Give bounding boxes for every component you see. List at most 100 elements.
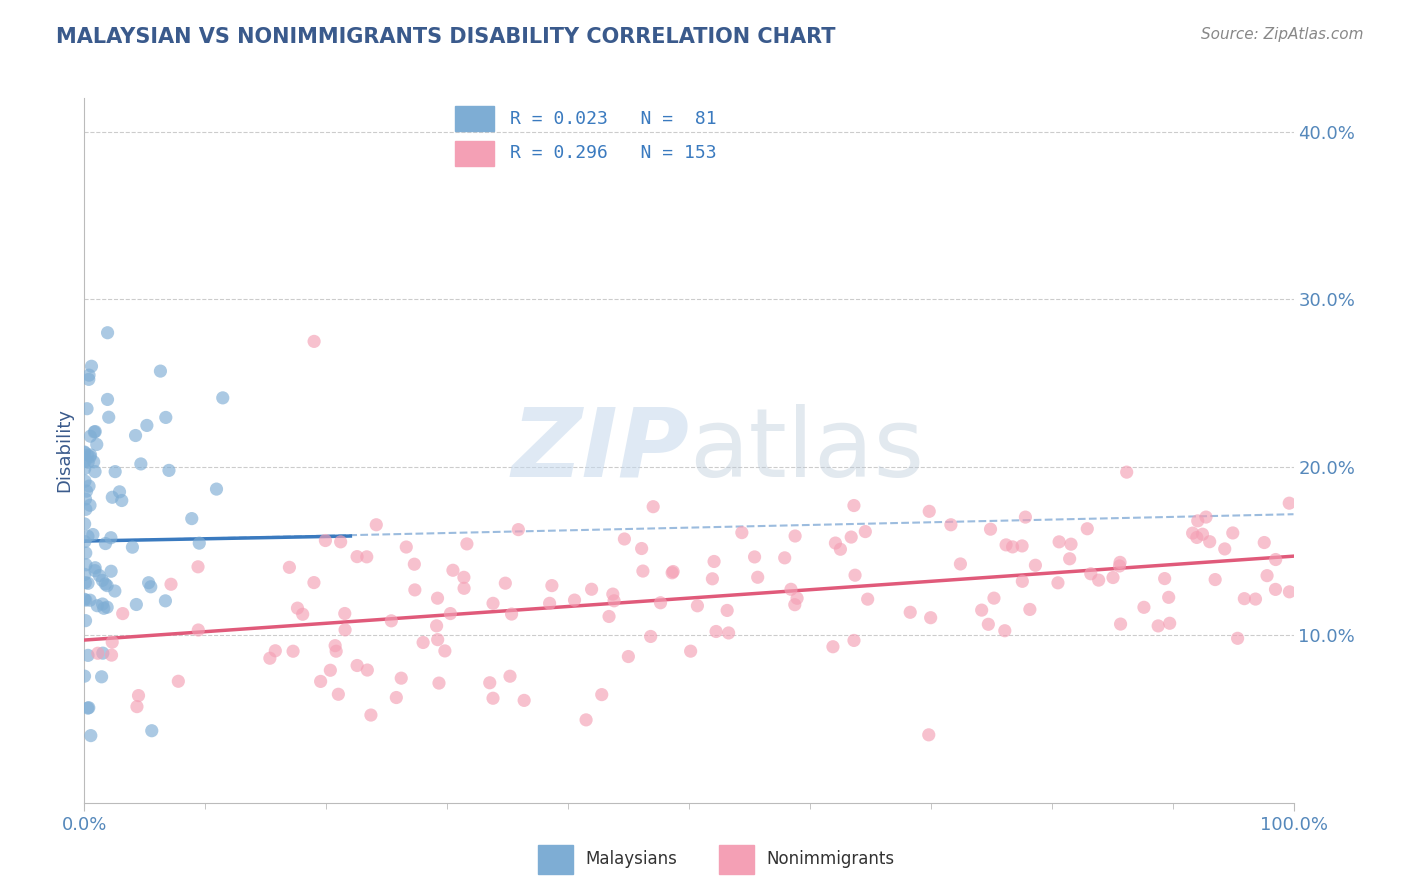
Point bbox=[75, 593, 97, 607]
Bar bbox=[537, 845, 574, 874]
Point bbox=[188, 536, 211, 550]
Point bbox=[309, 674, 332, 689]
Point bbox=[717, 626, 740, 640]
Bar bbox=[454, 106, 494, 131]
Point bbox=[977, 617, 1000, 632]
Point bbox=[716, 603, 738, 617]
Point bbox=[939, 517, 962, 532]
Point bbox=[84, 465, 107, 479]
Point bbox=[564, 593, 586, 607]
Point bbox=[1185, 531, 1208, 545]
Point bbox=[1256, 568, 1278, 582]
Point bbox=[94, 536, 117, 550]
Point bbox=[157, 463, 180, 477]
Point bbox=[73, 567, 96, 582]
Point bbox=[325, 644, 347, 658]
Y-axis label: Disability: Disability bbox=[55, 409, 73, 492]
Point bbox=[346, 658, 368, 673]
Point bbox=[76, 484, 98, 499]
Point bbox=[155, 410, 177, 425]
Point bbox=[111, 607, 134, 621]
Point bbox=[86, 437, 108, 451]
Point bbox=[104, 465, 127, 479]
Point bbox=[77, 700, 100, 714]
Point bbox=[603, 594, 626, 608]
Point bbox=[853, 524, 876, 539]
Point bbox=[640, 630, 662, 644]
Point bbox=[73, 516, 96, 531]
Text: MALAYSIAN VS NONIMMIGRANTS DISABILITY CORRELATION CHART: MALAYSIAN VS NONIMMIGRANTS DISABILITY CO… bbox=[56, 27, 835, 46]
Point bbox=[643, 500, 665, 514]
Point bbox=[650, 596, 672, 610]
Point bbox=[75, 491, 97, 506]
Point bbox=[97, 326, 120, 340]
Point bbox=[160, 577, 183, 591]
Point bbox=[439, 607, 461, 621]
Point bbox=[453, 582, 475, 596]
Point bbox=[538, 596, 561, 610]
Point bbox=[1011, 574, 1033, 589]
Point bbox=[1024, 558, 1046, 573]
Point bbox=[73, 534, 96, 549]
Point bbox=[73, 461, 96, 475]
Point bbox=[91, 597, 114, 611]
Point bbox=[94, 577, 117, 591]
Point bbox=[323, 639, 346, 653]
Point bbox=[1253, 535, 1275, 549]
Point bbox=[1157, 591, 1180, 605]
Point bbox=[101, 490, 124, 504]
Point bbox=[291, 607, 314, 622]
Point bbox=[830, 542, 852, 557]
Point bbox=[1080, 566, 1102, 581]
Point bbox=[77, 648, 100, 663]
Point bbox=[482, 691, 505, 706]
Point bbox=[1153, 572, 1175, 586]
Point bbox=[1109, 555, 1132, 569]
Point bbox=[96, 600, 118, 615]
Text: ZIP: ZIP bbox=[510, 404, 689, 497]
Point bbox=[494, 576, 516, 591]
Point bbox=[404, 582, 426, 597]
Point bbox=[73, 445, 96, 459]
Point bbox=[780, 582, 803, 597]
Point bbox=[79, 450, 101, 464]
Point bbox=[121, 540, 143, 554]
Point bbox=[91, 574, 114, 588]
Point bbox=[842, 499, 865, 513]
Point bbox=[90, 670, 112, 684]
Point bbox=[141, 723, 163, 738]
Point bbox=[128, 689, 150, 703]
Point bbox=[333, 607, 356, 621]
Point bbox=[75, 614, 97, 628]
Point bbox=[513, 693, 536, 707]
Point bbox=[1278, 496, 1301, 510]
Point bbox=[821, 640, 844, 654]
Point bbox=[167, 674, 190, 689]
Point bbox=[591, 688, 613, 702]
Point bbox=[100, 564, 122, 578]
Point bbox=[661, 566, 683, 580]
Point bbox=[842, 633, 865, 648]
Point bbox=[77, 372, 100, 386]
Point bbox=[1133, 600, 1156, 615]
Point bbox=[1222, 525, 1244, 540]
Point bbox=[453, 570, 475, 584]
Point bbox=[104, 584, 127, 599]
Point bbox=[575, 713, 598, 727]
Point bbox=[1076, 522, 1098, 536]
Point bbox=[613, 532, 636, 546]
Point bbox=[456, 537, 478, 551]
Point bbox=[1018, 602, 1040, 616]
Point bbox=[76, 448, 98, 462]
Point bbox=[86, 599, 108, 613]
Point bbox=[501, 607, 523, 621]
Point bbox=[91, 646, 114, 660]
Point bbox=[89, 568, 111, 582]
Point bbox=[149, 364, 172, 378]
Point bbox=[385, 690, 408, 705]
Point bbox=[785, 529, 807, 543]
Point bbox=[139, 580, 162, 594]
Point bbox=[686, 599, 709, 613]
Point bbox=[630, 541, 652, 556]
Point bbox=[918, 728, 941, 742]
